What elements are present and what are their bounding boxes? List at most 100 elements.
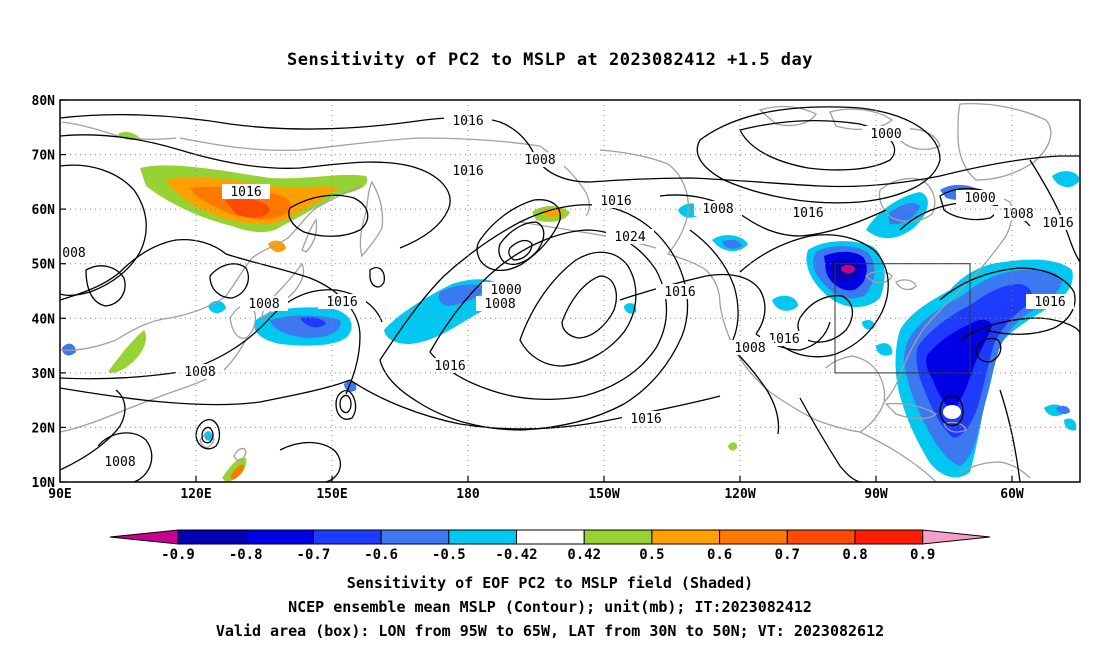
contour-label: 1016 (326, 295, 357, 310)
contour-label: 1016 (452, 114, 483, 129)
lat-label: 40N (32, 312, 56, 327)
contour-label: 1016 (600, 194, 631, 209)
lon-label: 150E (316, 487, 347, 502)
colorbar: -0.9 -0.8 -0.7 -0.6 -0.5 -0.42 0.42 0.5 0.6 0.7 0.… (109, 529, 991, 563)
colorbar-tick-label: 0.7 (775, 547, 800, 563)
coastline-siberia-north (179, 137, 541, 152)
colorbar-tick-label: -0.8 (229, 547, 263, 563)
colorbar-segment (583, 529, 653, 545)
colorbar-segment (786, 529, 856, 545)
coastline-na-west (719, 303, 861, 433)
contour-ring-3 (335, 390, 357, 420)
colorbar-tick-label: -0.6 (364, 547, 398, 563)
coastline-us-east (883, 271, 979, 403)
shading-positive-mexico (728, 442, 738, 451)
colorbar-tick-label: -0.42 (495, 547, 537, 563)
colorbar-tick-label: -0.5 (432, 547, 466, 563)
longitude-labels: 90E 120E 150E 180 150W 120W 90W 60W (48, 487, 1024, 502)
contour-label: 1016 (452, 164, 483, 179)
colorbar-segment (380, 529, 450, 545)
valid-area-box (834, 263, 971, 374)
contour-1016-gulf (799, 397, 863, 482)
colorbar-tick-label: 0.6 (707, 547, 732, 563)
contour-label: 1008 (524, 153, 555, 168)
contour-1016-siberia (60, 134, 451, 249)
contour-1008-asia (60, 164, 147, 296)
contour-label: 1024 (614, 230, 645, 245)
contour-1008-eastpac (659, 194, 887, 237)
contour-label: 1016 (1034, 295, 1065, 310)
coastline-taiwan (233, 447, 247, 461)
contour-1000-low (508, 239, 533, 261)
contour-label: 1008 (104, 455, 135, 470)
lat-label: 50N (32, 258, 56, 273)
contour-asia-wave (85, 265, 126, 307)
shading-positive-taiwan (222, 457, 247, 482)
contour-label: 008 (62, 246, 85, 261)
contour-label: 1008 (702, 202, 733, 217)
coastline-central-america (859, 431, 937, 482)
coastline-china-south (60, 339, 247, 433)
contour-1016-north (60, 113, 1080, 188)
shading-negative-labrador (866, 171, 1080, 239)
footer-line-1: Sensitivity of EOF PC2 to MSLP field (Sh… (346, 574, 754, 592)
shading-positive-taiwan-core (230, 464, 244, 480)
lat-label: 80N (32, 94, 56, 109)
contour-low-bering-1 (476, 199, 561, 271)
contour-atlantic-ring-2 (939, 394, 964, 427)
contour-label: 1008 (734, 341, 765, 356)
lat-label: 10N (32, 476, 56, 491)
coastline-greenland (957, 102, 1052, 181)
axis-ticks (59, 99, 1013, 483)
contour-label: 1016 (664, 285, 695, 300)
coastline-arctic-islands (758, 105, 941, 151)
contour-1000-arctic (739, 120, 896, 171)
shading-negative-nw-pacific (62, 300, 357, 441)
contour-1024-high (519, 251, 637, 367)
map-frame (59, 99, 1081, 483)
shading-negative-atlantic (895, 259, 1077, 478)
colorbar-arrow-high (922, 529, 991, 545)
contour-label: 1000 (964, 191, 995, 206)
coastline-hispaniola (943, 421, 967, 433)
colorbar-segment (312, 529, 382, 545)
contour-1016-china (60, 238, 227, 301)
contour-asia-1008-ring (209, 263, 249, 299)
contour-1016-sea (369, 267, 385, 288)
lon-label: 90W (864, 487, 888, 502)
colorbar-segment (177, 529, 247, 545)
contour-1008-arctic (696, 106, 941, 204)
contour-atlantic-1016 (959, 317, 1080, 341)
coastline-philippines (199, 432, 215, 449)
footer-line-3: Valid area (box): LON from 95W to 65W, L… (215, 622, 885, 640)
shading-positive-east-china (108, 330, 147, 373)
contour-label: 1016 (630, 412, 661, 427)
contour-label: 1016 (768, 332, 799, 347)
contour-1008-sea (97, 432, 153, 482)
contour-1016-subtropic-2 (60, 379, 351, 406)
lon-label: 60W (1000, 487, 1024, 502)
contour-1008-us (739, 234, 889, 358)
contour-label: 1000 (490, 283, 521, 298)
contour-ring-4 (339, 394, 352, 414)
contour-1008-nwp (60, 289, 383, 380)
contour-labels: 1016 1016 1008 1016 1016 1016 1024 1008 … (60, 113, 1082, 470)
contour-1008-ind (279, 441, 342, 482)
colorbar-tick-label: 0.5 (639, 547, 664, 563)
contour-ring-1 (195, 419, 221, 450)
shading-positive-korea (268, 240, 286, 253)
contour-label: 1008 (1002, 207, 1033, 222)
contour-1016-high-mid (429, 229, 668, 401)
coastline-sakhalin (301, 218, 318, 253)
lat-label: 30N (32, 367, 56, 382)
coastline-great-lakes (865, 270, 917, 291)
colorbar-segment (516, 529, 585, 545)
contour-label: 1008 (484, 297, 515, 312)
contour-label: 1000 (870, 127, 901, 142)
shading-layer (62, 131, 1080, 482)
contour-1008-baja (729, 345, 780, 435)
footer-line-2: NCEP ensemble mean MSLP (Contour); unit(… (288, 598, 812, 616)
lon-label: 90E (48, 487, 71, 502)
colorbar-arrow-low (109, 529, 179, 545)
